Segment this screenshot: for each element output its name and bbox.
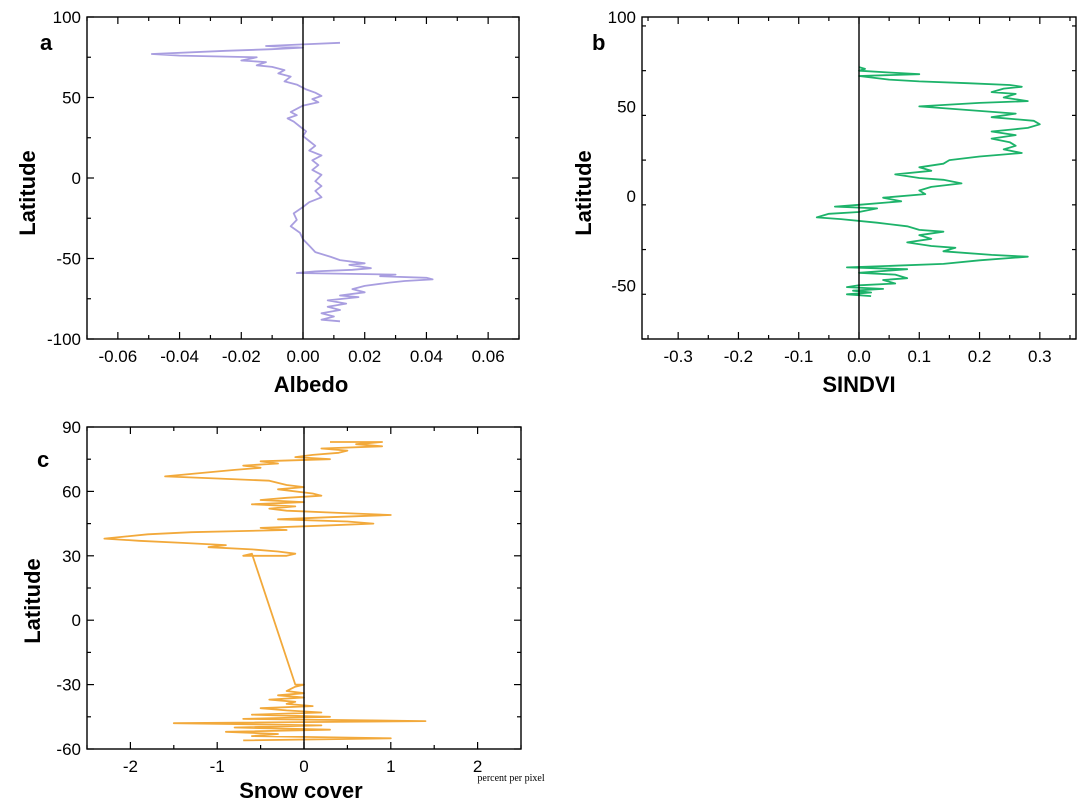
panel-b-y-ticks: -50 0 50 100 [608, 8, 1076, 340]
panel-a-x-tick-label: -0.04 [160, 347, 199, 366]
panel-b-y-axis-title: Latitude [571, 150, 596, 236]
panel-a-x-tick-label: -0.02 [222, 347, 261, 366]
panel-a-letter: a [40, 30, 53, 55]
panel-b-x-tick-label: -0.2 [724, 347, 753, 366]
panel-a-y-ticks: -100 -50 0 50 100 [47, 8, 519, 349]
panel-c-y-tick-label: 60 [62, 482, 81, 501]
panel-a-series-line-0 [150, 41, 434, 323]
panel-b-x-axis-title: SINDVI [822, 372, 895, 397]
panel-a-x-tick-label: 0.04 [410, 347, 443, 366]
panel-c-y-tick-label: -30 [56, 676, 81, 695]
panel-b-letter: b [592, 30, 605, 55]
panel-b-y-tick-label: 0 [627, 187, 636, 206]
panel-b-x-tick-label: 0.2 [968, 347, 992, 366]
panel-c-x-unit-note: percent per pixel [477, 773, 544, 784]
panel-c-series [103, 441, 427, 742]
panel-a-x-tick-label: 0.00 [286, 347, 319, 366]
panel-b-x-tick-label: 0.0 [847, 347, 871, 366]
panel-b-y-tick-label: 100 [608, 8, 636, 27]
panel-a-x-tick-label: 0.02 [348, 347, 381, 366]
panel-c-y-axis-title: Latitude [20, 558, 45, 644]
panel-b-x-ticks: -0.3 -0.2 -0.1 0.0 0.1 0.2 0.3 [647, 17, 1071, 366]
panel-a-y-tick-label: -50 [56, 250, 81, 269]
panel-b-series-line-0 [815, 66, 1041, 297]
panel-c-x-tick-label: 0 [299, 757, 308, 776]
panel-b-x-tick-label: 0.3 [1028, 347, 1052, 366]
panel-b-series [815, 66, 1041, 297]
panel-c-y-tick-label: 90 [62, 418, 81, 437]
panel-a-y-axis-title: Latitude [15, 150, 40, 236]
panel-a-x-axis-title: Albedo [274, 372, 349, 397]
panel-c-x-tick-label: -2 [123, 757, 138, 776]
panel-c-x-axis-title: Snow cover [239, 778, 363, 803]
panel-c-y-tick-label: -60 [56, 740, 81, 759]
panel-c-snow-cover: -2 -1 0 1 2 -60 -30 0 30 60 90 Snow cover percent… [20, 418, 545, 803]
panel-b-y-tick-label: 50 [617, 97, 636, 116]
panel-a-y-tick-label: 0 [72, 169, 81, 188]
panel-a-albedo: -0.06 -0.04 -0.02 0.00 0.02 0.04 0.06 -100 -50 0… [15, 8, 520, 397]
panel-b-sindvi: -0.3 -0.2 -0.1 0.0 0.1 0.2 0.3 -50 0 50 100 SINDV… [571, 8, 1077, 397]
panel-b-x-tick-label: -0.1 [784, 347, 813, 366]
panel-a-x-tick-label: 0.06 [472, 347, 505, 366]
panel-a-y-tick-label: 50 [62, 89, 81, 108]
panel-c-x-tick-label: 2 [473, 757, 482, 776]
panel-c-y-ticks: -60 -30 0 30 60 90 [56, 418, 521, 759]
panel-a-y-tick-label: 100 [53, 8, 81, 27]
panel-b-x-tick-label: 0.1 [907, 347, 931, 366]
panel-c-x-tick-label: -1 [210, 757, 225, 776]
panel-a-x-tick-label: -0.06 [98, 347, 137, 366]
panel-a-series [150, 41, 434, 323]
panel-a-x-ticks: -0.06 -0.04 -0.02 0.00 0.02 0.04 0.06 [86, 17, 520, 366]
panel-b-y-tick-label: -50 [611, 276, 636, 295]
panel-c-x-ticks: -2 -1 0 1 2 [86, 427, 522, 776]
panel-c-letter: c [37, 447, 49, 472]
panel-c-y-tick-label: 30 [62, 547, 81, 566]
panel-c-y-tick-label: 0 [72, 611, 81, 630]
panel-c-series-line-0 [103, 441, 427, 742]
panel-b-x-tick-label: -0.3 [664, 347, 693, 366]
panel-c-x-tick-label: 1 [386, 757, 395, 776]
panel-a-y-tick-label: -100 [47, 330, 81, 349]
